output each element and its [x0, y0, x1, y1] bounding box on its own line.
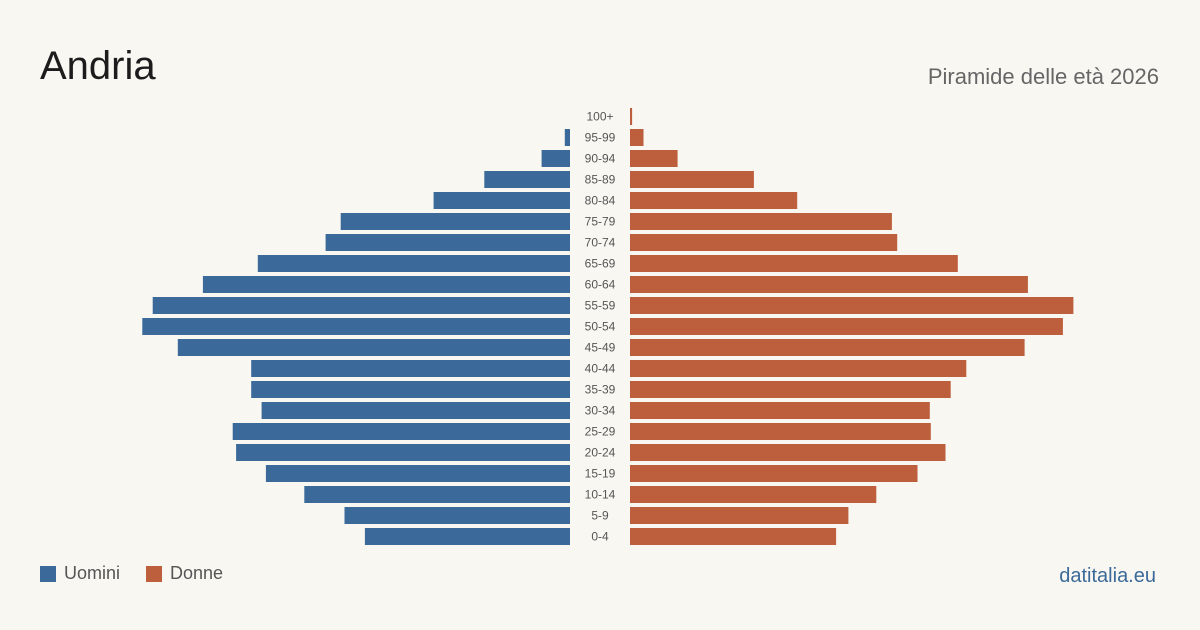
bar-women-55-59 [630, 297, 1074, 314]
bar-men-40-44 [251, 360, 570, 377]
legend-label-women: Donne [170, 563, 224, 583]
bar-men-95-99 [564, 129, 570, 146]
bar-women-0-4 [630, 528, 837, 545]
age-group-label: 50-54 [585, 320, 616, 334]
bar-men-75-79 [340, 213, 570, 230]
bar-men-45-49 [177, 339, 571, 356]
source-link[interactable]: datitalia.eu [1059, 565, 1156, 587]
age-group-label: 35-39 [585, 383, 616, 397]
bar-women-10-14 [630, 486, 877, 503]
age-group-label: 90-94 [585, 152, 616, 166]
age-group-label: 25-29 [585, 425, 616, 439]
age-group-label: 55-59 [585, 299, 616, 313]
bar-women-85-89 [630, 171, 754, 188]
age-group-label: 45-49 [585, 341, 616, 355]
bar-women-50-54 [630, 318, 1063, 335]
bar-men-15-19 [265, 465, 570, 482]
bar-women-20-24 [630, 444, 946, 461]
bar-men-5-9 [344, 507, 570, 524]
bar-women-75-79 [630, 213, 892, 230]
bar-women-70-74 [630, 234, 898, 251]
legend-swatch-men [40, 565, 56, 582]
age-group-label: 95-99 [585, 131, 616, 145]
age-group-label: 40-44 [585, 362, 616, 376]
bar-women-60-64 [630, 276, 1028, 293]
age-group-label: 60-64 [585, 278, 616, 292]
bar-men-30-34 [261, 402, 570, 419]
bar-men-10-14 [304, 486, 570, 503]
age-group-label: 70-74 [585, 236, 616, 250]
bar-women-95-99 [630, 129, 644, 146]
bar-women-65-69 [630, 255, 958, 272]
bar-women-15-19 [630, 465, 918, 482]
age-group-label: 20-24 [585, 446, 616, 460]
age-group-label: 0-4 [591, 530, 609, 544]
chart-subtitle: Piramide delle età 2026 [927, 64, 1159, 89]
bar-men-0-4 [364, 528, 570, 545]
age-group-label: 65-69 [585, 257, 616, 271]
age-group-label: 10-14 [585, 488, 616, 502]
legend-swatch-women [146, 565, 163, 582]
legend-item-men: Uomini [40, 563, 120, 584]
legend-item-women: Donne [146, 563, 223, 584]
legend-label-men: Uomini [64, 563, 121, 583]
bar-women-90-94 [630, 150, 678, 167]
bar-men-60-64 [202, 276, 570, 293]
bar-men-55-59 [152, 297, 570, 314]
age-group-label: 85-89 [585, 173, 616, 187]
bar-women-30-34 [630, 402, 930, 419]
age-group-label: 15-19 [585, 467, 616, 481]
bar-women-100+ [630, 108, 633, 125]
bar-women-5-9 [630, 507, 849, 524]
legend: Uomini Donne [40, 563, 249, 584]
bar-men-90-94 [541, 150, 570, 167]
bar-women-45-49 [630, 339, 1025, 356]
bar-women-35-39 [630, 381, 951, 398]
age-group-label: 5-9 [591, 509, 609, 523]
bar-men-20-24 [236, 444, 570, 461]
bar-men-25-29 [232, 423, 570, 440]
bar-women-40-44 [630, 360, 967, 377]
bar-men-70-74 [325, 234, 570, 251]
bar-men-50-54 [142, 318, 571, 335]
bar-men-65-69 [257, 255, 570, 272]
age-group-label: 100+ [586, 110, 613, 124]
age-group-label: 75-79 [585, 215, 616, 229]
bar-men-80-84 [433, 192, 570, 209]
bar-women-80-84 [630, 192, 798, 209]
bar-men-35-39 [251, 381, 570, 398]
bar-women-25-29 [630, 423, 931, 440]
age-group-label: 80-84 [585, 194, 616, 208]
age-group-label: 30-34 [585, 404, 616, 418]
chart-title: Andria [40, 44, 156, 88]
bar-men-85-89 [484, 171, 570, 188]
